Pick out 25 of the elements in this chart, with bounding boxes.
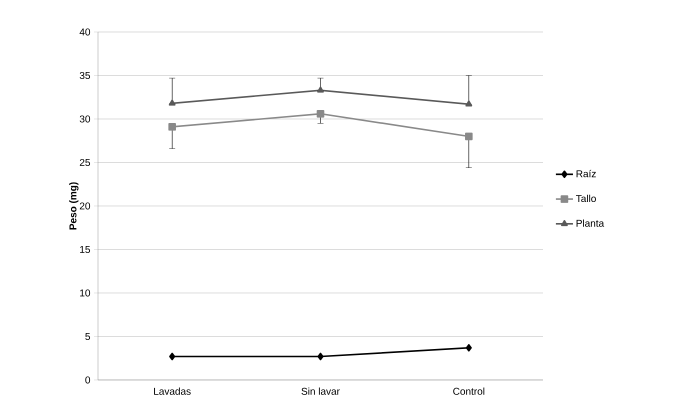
x-tick-label: Sin lavar — [302, 388, 340, 395]
point — [465, 132, 473, 140]
legend-label: Tallo — [576, 194, 596, 202]
y-tick-label: 5 — [85, 332, 90, 340]
x-tick-label: Control — [453, 388, 484, 395]
y-tick-label: 30 — [80, 115, 90, 123]
point — [466, 344, 472, 352]
legend-label: Planta — [576, 219, 604, 227]
point — [169, 352, 176, 360]
y-axis-title: Peso (mg) — [69, 182, 78, 230]
point — [168, 100, 176, 106]
y-tick-label: 0 — [85, 376, 90, 384]
legend-label: Raíz — [576, 170, 596, 178]
y-tick-label: 25 — [80, 158, 90, 166]
y-tick-label: 35 — [80, 72, 90, 80]
y-tick-label: 40 — [80, 28, 90, 36]
point — [317, 352, 324, 360]
y-tick-label: 15 — [80, 246, 90, 253]
point — [465, 100, 472, 106]
x-tick-label: Lavadas — [154, 388, 191, 395]
y-tick-label: 20 — [80, 202, 90, 210]
y-tick-label: 10 — [80, 289, 90, 297]
point — [317, 86, 324, 93]
point — [168, 123, 176, 131]
point — [316, 110, 324, 118]
